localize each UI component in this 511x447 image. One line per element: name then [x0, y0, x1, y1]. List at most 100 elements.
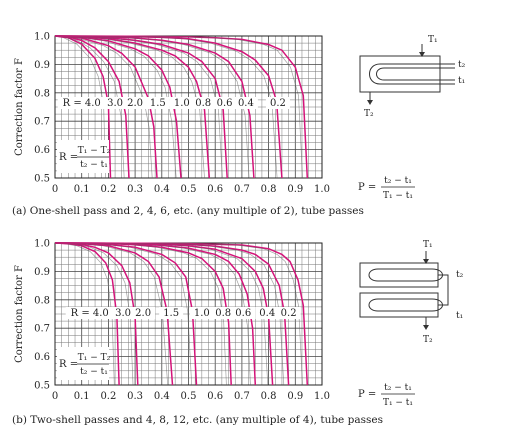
tube-loop-bottom [368, 298, 443, 312]
x-tick-label: 0.2 [100, 391, 116, 402]
r-label: R = 4.0 [63, 98, 101, 109]
plot-frame [54, 35, 323, 179]
shell-outline [359, 55, 441, 93]
p-eq-label: P = [358, 182, 376, 193]
curve-r-0-2-guide [54, 35, 303, 179]
x-tick-label: 0.8 [261, 184, 277, 195]
label-t1: t₁ [458, 76, 465, 86]
r-label: 2.0 [135, 308, 151, 319]
r-label: 1.5 [150, 98, 166, 109]
arrow-head [367, 100, 373, 105]
r-label-bg [255, 307, 280, 319]
label-T2: T₂ [423, 335, 433, 345]
x-tick-label: 0.9 [287, 184, 303, 195]
r-label: 0.4 [238, 98, 254, 109]
tube-loop-top [368, 268, 443, 282]
r-label-bg [212, 97, 237, 109]
y-tick-label: 0.7 [34, 117, 50, 128]
curve-r-1-5-guide [54, 35, 177, 179]
x-tick-label: 0.8 [261, 391, 277, 402]
p-formula: P = t₂ − t₁ T₁ − t₁ [358, 383, 415, 408]
y-tick-label: 0.9 [34, 267, 50, 278]
x-tick-label: 0.5 [181, 391, 197, 402]
x-tick-label: 0.5 [181, 184, 197, 195]
label-T1: T₁ [428, 35, 438, 45]
r-label-bg [265, 97, 290, 109]
x-tick-label: 0.2 [100, 184, 116, 195]
exchanger-schematic: T₁ T₂ t₂ t₁ [359, 35, 466, 119]
r-label-bg [131, 307, 156, 319]
arrow-head [419, 52, 425, 57]
y-tick-label: 0.8 [34, 295, 50, 306]
r-label-bg [211, 307, 236, 319]
r-label: 0.2 [270, 98, 286, 109]
x-tick-label: 0.9 [287, 391, 303, 402]
r-label: R = 4.0 [71, 308, 109, 319]
r-value-labels: R = 4.0 3.0 2.0 1.5 1.0 0.8 0.6 0.4 0.2 [57, 97, 290, 109]
x-tick-label: 0.3 [127, 184, 143, 195]
label-T2: T₂ [364, 109, 374, 119]
p-formula: P = t₂ − t₁ T₁ − t₁ [358, 176, 415, 201]
y-tick-label: 1.0 [34, 239, 50, 250]
x-tick-label: 0.4 [154, 391, 170, 402]
y-tick-label: 1.0 [34, 32, 50, 43]
y-tick-label: 0.8 [34, 88, 50, 99]
r-label-bg [169, 97, 194, 109]
p-eq-label: P = [358, 389, 376, 400]
tube-pass-inner [376, 67, 455, 81]
y-tick-label: 0.6 [34, 145, 50, 156]
r-label: 0.4 [259, 308, 275, 319]
x-tick-label: 0.1 [74, 184, 90, 195]
y-tick-label: 0.7 [34, 324, 50, 335]
p-numerator: t₂ − t₁ [384, 176, 412, 186]
r-label: 0.8 [195, 98, 211, 109]
r-label: 3.0 [107, 98, 123, 109]
chart-panel-b: R = 4.0 3.0 2.0 1.5 1.0 0.8 0.6 0.4 0.2 R =T₁ − T… [12, 239, 464, 427]
curve-r-2-0-guide [54, 35, 153, 179]
x-tick-label: 1.0 [314, 391, 330, 402]
shell-outline-bottom [359, 292, 439, 318]
r-label: 3.0 [115, 308, 131, 319]
r-label-bg [159, 307, 184, 319]
r-label-bg [57, 97, 106, 109]
r-label: 0.6 [235, 308, 251, 319]
curve-r-2-0 [54, 35, 158, 179]
r-label-bg [145, 97, 170, 109]
x-tick-label: 0.7 [234, 391, 250, 402]
r-value-labels: R = 4.0 3.0 2.0 1.5 1.0 0.8 0.6 0.4 0.2 [65, 307, 301, 319]
r-label: 0.8 [215, 308, 231, 319]
x-tick-label: 0.4 [154, 184, 170, 195]
label-t2: t₂ [458, 60, 466, 70]
arrow-head [423, 259, 429, 264]
r-label-bg [233, 97, 258, 109]
p-denominator: T₁ − t₁ [383, 398, 413, 408]
r-formula-bg [57, 140, 109, 173]
y-axis-label: Correction factor F [14, 265, 25, 363]
r-label: 2.0 [127, 98, 143, 109]
panel-caption: (b) Two-shell passes and 4, 8, 12, etc. … [12, 414, 383, 426]
r-label-bg [189, 307, 214, 319]
x-tick-label: 0.6 [207, 184, 223, 195]
x-tick-label: 0.7 [234, 184, 250, 195]
panel-caption: (a) One-shell pass and 2, 4, 6, etc. (an… [12, 205, 364, 217]
shell-outline-top [359, 262, 439, 288]
r-eq-label: R = [59, 152, 78, 163]
r-label-bg [65, 307, 114, 319]
x-tick-label: 0.3 [127, 391, 143, 402]
x-tick-label: 0 [52, 391, 58, 402]
r-label-bg [276, 307, 301, 319]
r-label-bg [191, 97, 216, 109]
label-t2: t₂ [456, 270, 464, 280]
curve-r-0-2-guide [54, 242, 303, 386]
y-tick-label: 0.9 [34, 60, 50, 71]
r-label-bg [231, 307, 256, 319]
r-label: 1.0 [174, 98, 190, 109]
r-denominator: t₂ − t₁ [80, 160, 108, 170]
x-tick-label: 0.1 [74, 391, 90, 402]
r-formula: R =T₁ − T₂ t₂ − t₁ [57, 140, 111, 173]
r-formula: R =T₁ − T₂ t₂ − t₁ [57, 347, 111, 380]
r-label: 0.2 [281, 308, 297, 319]
r-numerator: T₁ − T₂ [78, 146, 111, 156]
